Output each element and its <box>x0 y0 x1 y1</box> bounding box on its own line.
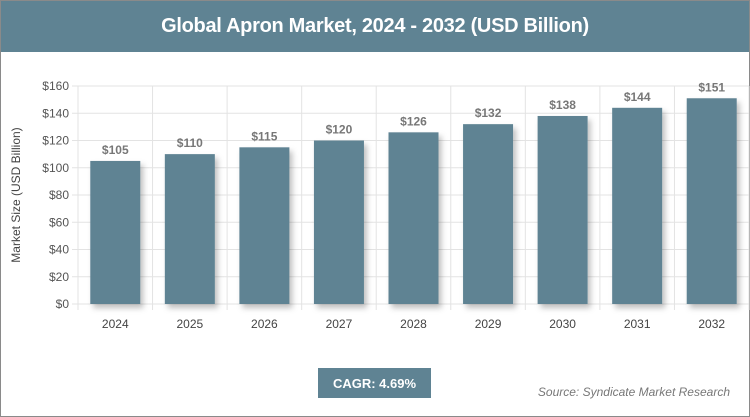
x-tick-label: 2028 <box>400 317 427 331</box>
x-tick-label: 2029 <box>475 317 502 331</box>
data-label: $105 <box>102 143 129 157</box>
x-tick-label: 2027 <box>326 317 353 331</box>
x-tick-label: 2030 <box>549 317 576 331</box>
data-label: $144 <box>624 90 651 104</box>
y-tick-label: $20 <box>49 270 69 284</box>
cagr-badge: CAGR: 4.69% <box>318 368 431 398</box>
y-axis-label: Market Size (USD Billion) <box>9 127 23 262</box>
bar-2029 <box>463 124 514 305</box>
bar-2030 <box>537 115 588 304</box>
bar-2027 <box>313 140 364 304</box>
bar-2024 <box>90 160 141 304</box>
data-label: $115 <box>251 129 277 143</box>
data-label: $110 <box>177 136 203 150</box>
data-label: $138 <box>549 98 576 112</box>
x-tick-label: 2026 <box>251 317 278 331</box>
chart-title: Global Apron Market, 2024 - 2032 (USD Bi… <box>1 1 749 52</box>
y-tick-label: $80 <box>49 188 69 202</box>
source-note: Source: Syndicate Market Research <box>537 385 730 399</box>
bar-2032 <box>686 98 737 304</box>
y-tick-label: $40 <box>49 243 69 257</box>
bar-2026 <box>239 147 290 304</box>
y-tick-label: $120 <box>42 134 69 148</box>
y-tick-label: $0 <box>56 297 70 311</box>
y-tick-label: $160 <box>42 79 69 93</box>
data-label: $126 <box>400 114 427 128</box>
y-tick-label: $60 <box>49 215 69 229</box>
bar-2025 <box>164 154 215 304</box>
x-tick-label: 2025 <box>176 317 203 331</box>
bar-2031 <box>612 107 663 304</box>
y-tick-label: $100 <box>42 161 69 175</box>
data-label: $132 <box>475 106 502 120</box>
y-tick-label: $140 <box>42 106 69 120</box>
x-tick-label: 2032 <box>698 317 725 331</box>
bar-2028 <box>388 132 439 304</box>
data-label: $120 <box>326 123 353 137</box>
x-tick-label: 2031 <box>624 317 651 331</box>
data-label: $151 <box>698 80 725 94</box>
x-tick-label: 2024 <box>102 317 129 331</box>
